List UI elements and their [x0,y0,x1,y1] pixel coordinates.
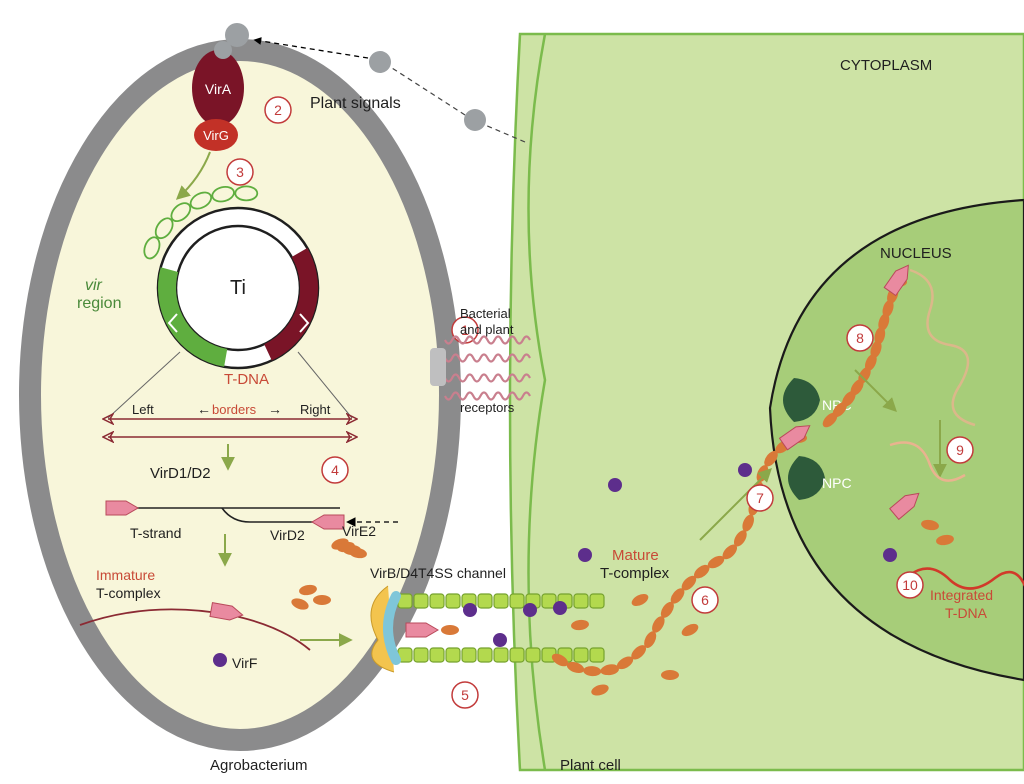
nucleus-label: NUCLEUS [880,245,952,262]
receptor-l1: Bacterial [460,306,511,321]
step-2-num: 2 [274,102,282,118]
right-label: Right [300,402,331,417]
virf-label: VirF [232,655,257,671]
plant-signals-label: Plant signals [310,95,401,112]
channel-label: VirB/D4T4SS channel [370,565,506,581]
tcomplex-b-label: T-complex [600,565,670,582]
step-10-num: 10 [902,577,918,593]
npc-label-2: NPC [822,475,852,491]
vir-region-label2: region [77,295,121,312]
vird2-shape [406,623,438,637]
step-4-num: 4 [331,462,339,478]
signal-dot [369,51,391,73]
left-arrow: ← [197,401,211,417]
virg-label: VirG [203,128,229,143]
step-6-num: 6 [701,592,709,608]
virf-dot [493,633,507,647]
plant-cell-label: Plant cell [560,757,621,774]
step-7-num: 7 [756,490,764,506]
right-arrow: → [268,401,282,417]
virf-dot [213,653,227,667]
tstrand-label: T-strand [130,525,181,541]
ti-label: Ti [230,277,246,299]
virf-dot [523,603,537,617]
borders-label: borders [212,402,257,417]
virf-dot [463,603,477,617]
virf-dot [608,478,622,492]
vire2-label: VirE2 [342,523,376,539]
integrated-label2: T-DNA [945,605,988,621]
receptor-stub [430,348,446,386]
step-9-num: 9 [956,442,964,458]
immature-label: Immature [96,567,155,583]
vire2-oval [661,670,679,680]
vire2-oval [313,595,331,605]
virf-dot [578,548,592,562]
tcomplex-a-label: T-complex [96,585,161,601]
receptor-l2: and plant [460,322,514,337]
signal-dot [464,109,486,131]
step-5-num: 5 [461,687,469,703]
signal-dot [214,41,232,59]
cytoplasm-label: CYTOPLASM [840,57,932,74]
virf-dot [738,463,752,477]
vire2-oval [441,625,459,635]
vira-label: VirA [205,81,232,97]
receptor-l3: receptors [460,400,515,415]
agrobacterium-label: Agrobacterium [210,757,308,774]
tdna-label: T-DNA [224,371,269,388]
vird2-label: VirD2 [270,527,305,543]
signal-dash [392,68,465,115]
virf-dot [883,548,897,562]
left-label: Left [132,402,154,417]
step-8-num: 8 [856,330,864,346]
vir-region-label1: vir [85,277,103,294]
mature-label: Mature [612,547,659,564]
vird1d2-label: VirD1/D2 [150,465,211,482]
integrated-label1: Integrated [930,587,993,603]
step-3-num: 3 [236,164,244,180]
virf-dot [553,601,567,615]
